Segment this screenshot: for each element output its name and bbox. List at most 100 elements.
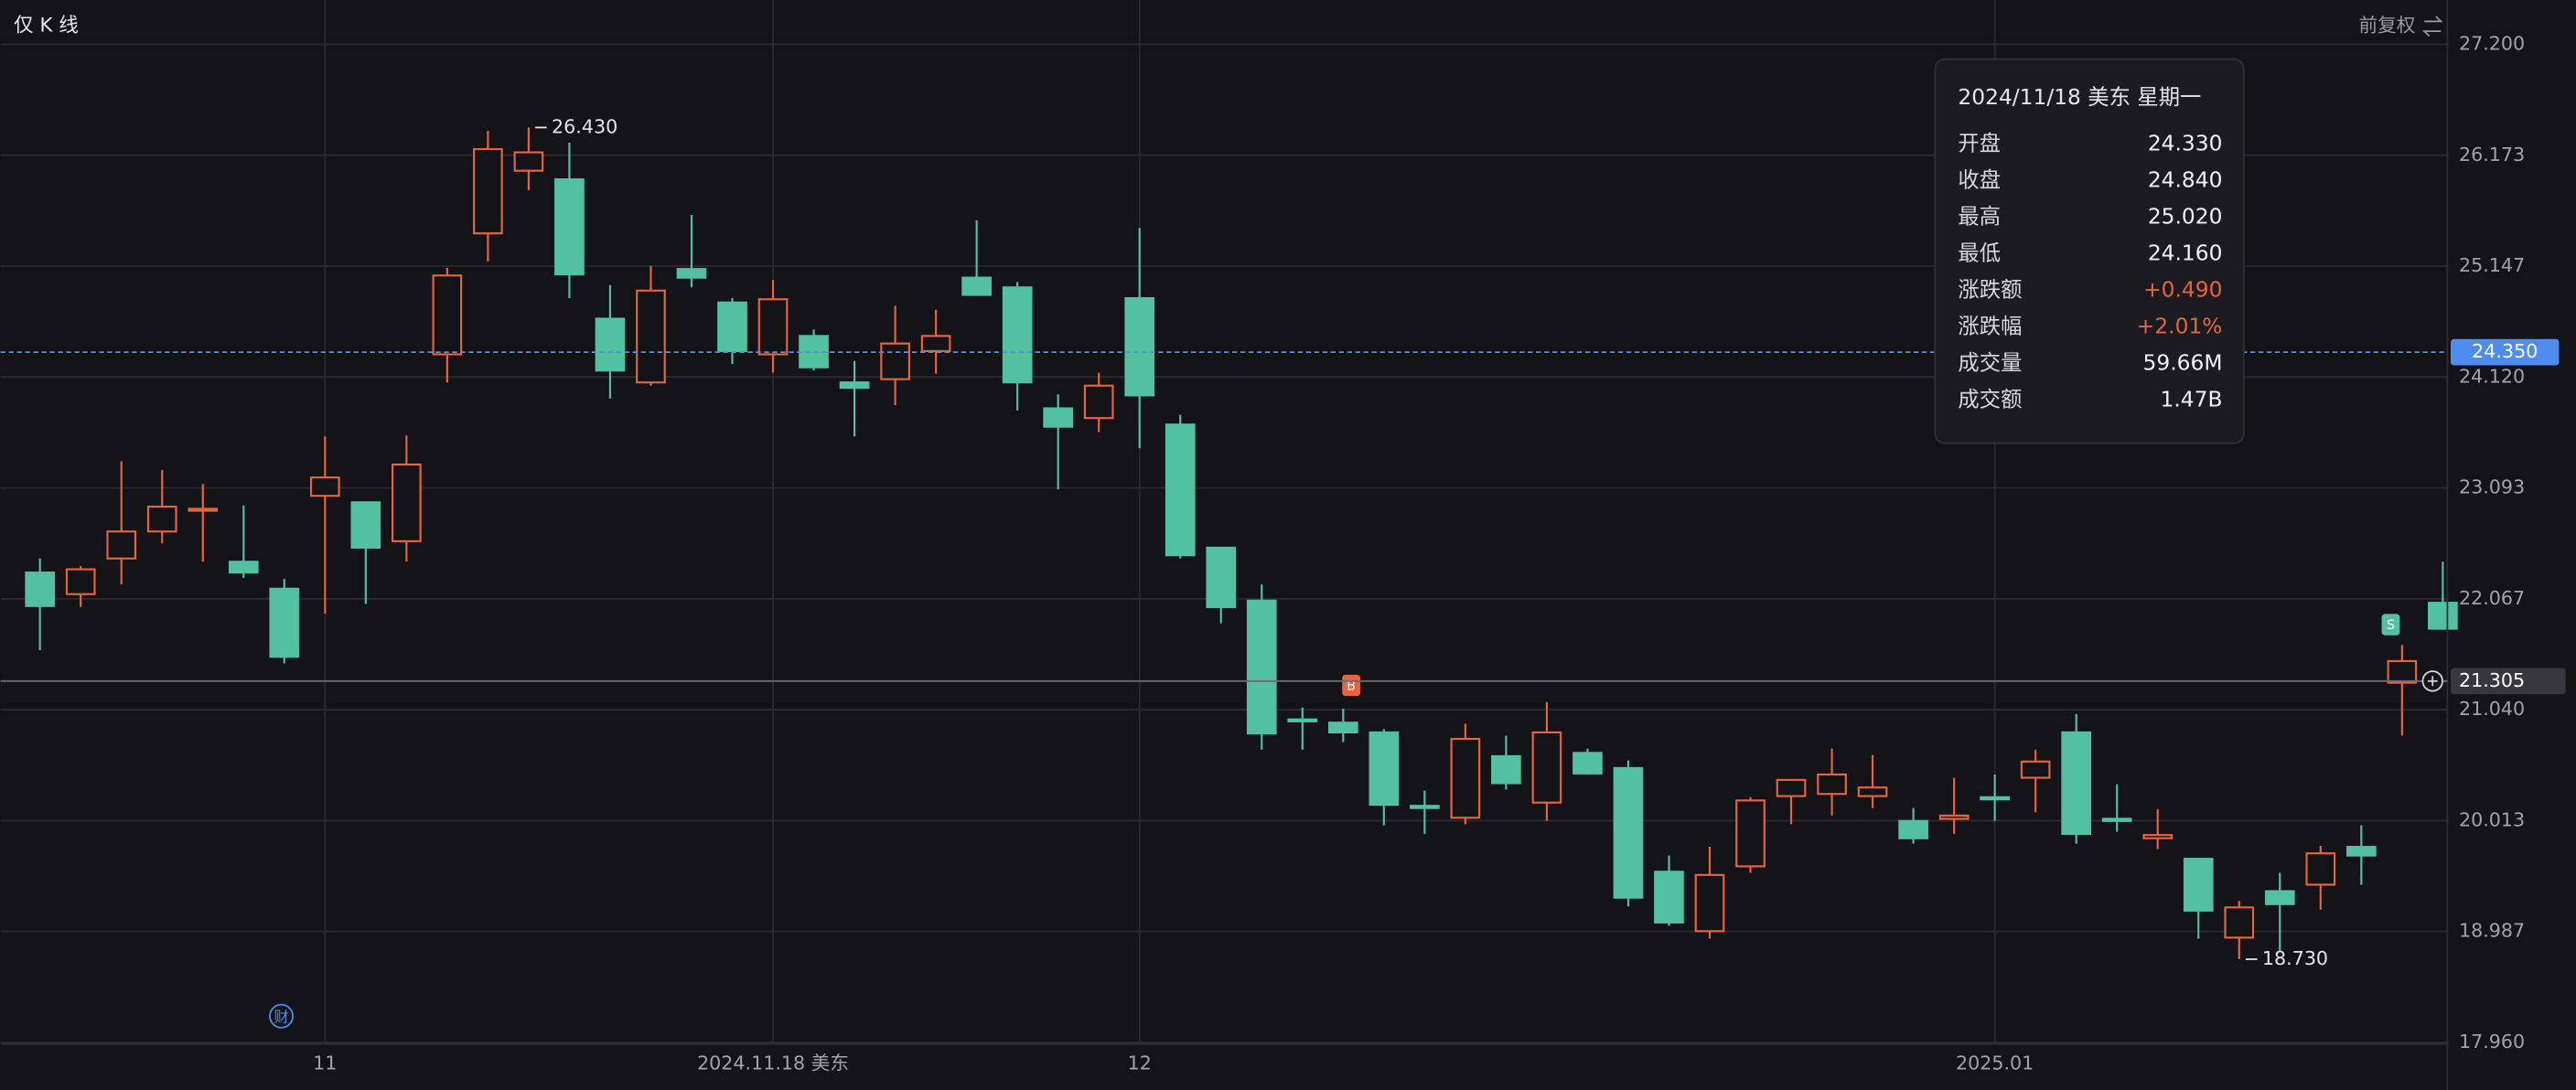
candle-body <box>1613 766 1644 899</box>
candle-body <box>473 147 503 235</box>
adjust-icon[interactable] <box>2422 16 2443 37</box>
y-tick-label: 27.200 <box>2459 32 2525 54</box>
high_marker-label: 26.430 <box>552 115 617 137</box>
tooltip-row-value: 25.020 <box>2148 204 2223 230</box>
candle-body <box>1694 873 1725 933</box>
tooltip-row-label: 涨跌幅 <box>1958 314 2022 339</box>
y-tick-label: 26.173 <box>2459 144 2525 166</box>
candle-body <box>1654 871 1684 924</box>
candle-body <box>757 298 789 356</box>
low_marker-label: 18.730 <box>2262 947 2328 969</box>
candle-body <box>2345 846 2377 857</box>
candle-body <box>2428 602 2458 630</box>
candle-body <box>554 178 585 276</box>
tooltip-box <box>1934 58 2245 444</box>
tooltip-row-label: 最低 <box>1958 240 2001 266</box>
candle-body <box>2224 906 2255 939</box>
candle-body <box>1246 599 1277 735</box>
candle-body <box>1938 814 1970 820</box>
candle-body <box>1002 286 1033 384</box>
tooltip-row-label: 成交额 <box>1958 387 2022 412</box>
candle-body <box>2183 858 2214 912</box>
candle-body <box>1531 731 1562 804</box>
tooltip-row-label: 成交量 <box>1958 350 2022 376</box>
event-icon[interactable]: 财 <box>274 1009 288 1026</box>
candle-body <box>1043 407 1074 428</box>
candle-body <box>880 342 910 380</box>
candle-body <box>25 572 55 607</box>
buy-marker[interactable]: B <box>1347 679 1356 693</box>
candle-body <box>636 289 666 384</box>
candle-body <box>595 317 626 372</box>
candle-body <box>2061 731 2092 836</box>
sell-marker[interactable]: S <box>2387 618 2395 633</box>
tooltip-row-label: 最高 <box>1958 204 2001 230</box>
candle-body <box>1898 819 1928 839</box>
y-tick-label: 21.040 <box>2459 698 2525 720</box>
candles <box>25 127 2458 959</box>
candle-body <box>1165 423 1196 557</box>
candle-body <box>188 508 219 512</box>
candle-body <box>1491 754 1521 785</box>
tooltip-row-value: +2.01% <box>2137 314 2223 339</box>
y-tick-label: 22.067 <box>2459 587 2525 609</box>
candle-body <box>65 568 96 595</box>
grid: 27.200 26.173 25.147 24.120 23.093 22.067 21.0… <box>0 0 2525 1074</box>
candle-body <box>1287 718 1318 722</box>
candle-body <box>717 301 747 353</box>
y-tick-label: 23.093 <box>2459 476 2525 498</box>
y-tick-label: 18.987 <box>2459 920 2525 942</box>
candle-body <box>1572 752 1603 775</box>
x-tick-label: 12 <box>1128 1052 1152 1074</box>
candle-body <box>1206 546 1237 608</box>
candle-body <box>1327 721 1358 733</box>
x-tick-label: 11 <box>313 1052 337 1074</box>
y-tick-label: 17.960 <box>2459 1031 2525 1053</box>
tooltip-row-label: 收盘 <box>1958 167 2001 193</box>
candle-body <box>106 530 137 560</box>
last-price-label: 21.305 <box>2459 669 2525 691</box>
toggle-label[interactable]: 仅 K 线 <box>14 15 79 37</box>
candle-body <box>676 268 707 279</box>
candle-body <box>1450 737 1481 819</box>
candle-body <box>1857 786 1888 797</box>
candle-body <box>228 561 259 574</box>
candle-body <box>513 151 544 172</box>
candle-body <box>1817 773 1847 796</box>
y-tick-label: 20.013 <box>2459 808 2525 830</box>
buy-marker-bg[interactable] <box>1342 674 1360 697</box>
tooltip-row-value: 1.47B <box>2161 387 2223 412</box>
candle-body <box>839 381 870 390</box>
candle-body <box>1368 731 1400 807</box>
crosshair-price-label: 24.350 <box>2472 340 2538 362</box>
candle-body <box>146 505 177 533</box>
candle-body <box>1410 805 1440 809</box>
candle-body <box>2101 818 2132 822</box>
candle-body <box>1980 796 2010 801</box>
tooltip-row-value: 24.160 <box>2148 240 2223 266</box>
y-tick-label: 25.147 <box>2459 254 2525 276</box>
candle-body <box>2264 890 2295 905</box>
candle-body <box>2305 852 2336 886</box>
tooltip: 2024/11/18 美东 星期一 开盘 24.330 收盘 24.840 最高 25.0… <box>1934 58 2245 444</box>
adjust-label[interactable]: 前复权 <box>2358 15 2415 37</box>
candle-body <box>350 501 381 550</box>
candle-body <box>2142 834 2174 839</box>
tooltip-row-value: 59.66M <box>2143 350 2223 376</box>
tooltip-row-label: 开盘 <box>1958 130 2001 155</box>
candle-body <box>2387 659 2418 684</box>
event-icon-ring[interactable] <box>269 1003 295 1029</box>
tooltip-row-label: 涨跌额 <box>1958 277 2022 303</box>
sell-marker-bg[interactable] <box>2381 614 2400 636</box>
candle-body <box>2020 760 2051 779</box>
candle-body <box>961 276 992 296</box>
x-tick-label: 2024.11.18 美东 <box>697 1052 849 1074</box>
candle-body <box>392 463 422 542</box>
candle-body <box>1083 384 1114 420</box>
last-price-icon-plus <box>2427 676 2438 687</box>
candle-body <box>269 587 300 658</box>
tooltip-title: 2024/11/18 美东 星期一 <box>1958 84 2201 110</box>
tooltip-row-value: 24.840 <box>2148 167 2223 193</box>
